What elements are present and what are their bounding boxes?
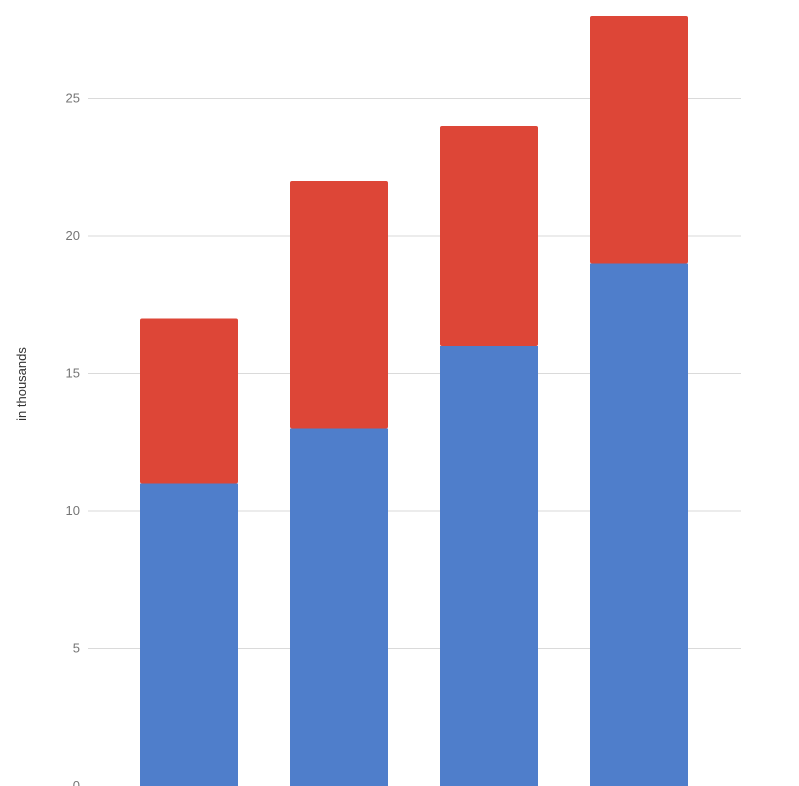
bar-segment-series-1-bar-2 (290, 428, 388, 786)
y-tick-label: 15 (66, 366, 80, 381)
y-tick-label: 20 (66, 228, 80, 243)
y-tick-label: 10 (66, 503, 80, 518)
bar-segment-series-2-bar-2 (290, 181, 388, 429)
bar-segment-series-1-bar-1 (140, 483, 238, 786)
bar-segment-series-1-bar-3 (440, 346, 538, 786)
bar-segment-series-2-bar-1 (140, 318, 238, 484)
y-tick-label: 5 (73, 641, 80, 656)
y-axis-title: in thousands (14, 347, 29, 421)
bar-segment-series-2-bar-4 (590, 16, 688, 264)
bars (140, 16, 688, 786)
bar-segment-series-2-bar-3 (440, 126, 538, 346)
y-tick-label: 0 (73, 778, 80, 786)
bar-segment-series-1-bar-4 (590, 263, 688, 786)
y-tick-label: 25 (66, 91, 80, 106)
y-axis-ticks: 0 5 10 15 20 25 (66, 91, 80, 786)
